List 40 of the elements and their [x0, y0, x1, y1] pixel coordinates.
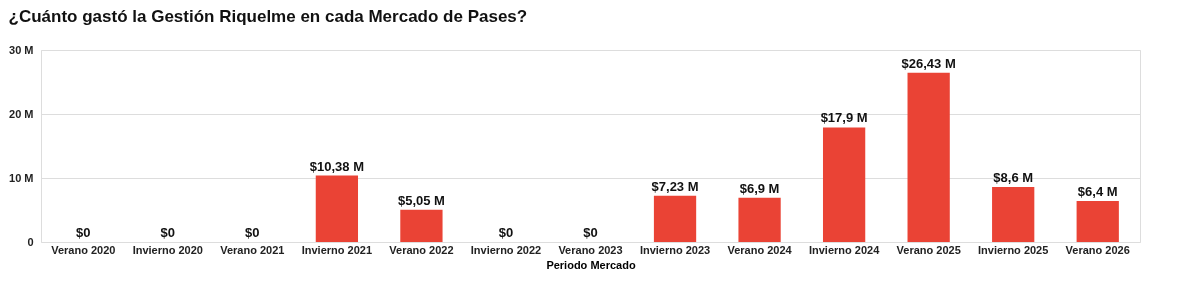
y-tick-label: 30 M — [9, 43, 34, 56]
data-label: $7,23 M — [651, 178, 699, 194]
data-label: $0 — [583, 225, 598, 240]
bar — [400, 209, 443, 242]
x-tick-label: Invierno 2020 — [132, 243, 203, 256]
data-label: $26,43 M — [901, 55, 956, 71]
x-axis-title: Periodo Mercado — [546, 258, 636, 271]
data-label: $0 — [498, 225, 514, 240]
y-tick-label: 10 M — [9, 171, 34, 184]
bar — [653, 195, 697, 242]
x-tick-label: Invierno 2025 — [978, 243, 1049, 256]
chart-title: ¿Cuánto gastó la Gestión Riquelme en cada Mercado de Pases? — [8, 7, 528, 26]
bar — [738, 197, 781, 242]
x-tick-label: Verano 2025 — [896, 243, 961, 256]
bar — [907, 72, 950, 242]
x-tick-label: Verano 2021 — [220, 243, 285, 256]
bar — [822, 127, 866, 242]
data-label: $5,05 M — [397, 192, 445, 208]
bar — [992, 186, 1035, 242]
data-label: $8,6 M — [993, 169, 1034, 185]
x-tick-label: Invierno 2022 — [470, 243, 542, 256]
data-label: $17,9 M — [820, 110, 868, 126]
data-label: $0 — [76, 225, 91, 240]
y-tick-label: 20 M — [9, 107, 34, 120]
data-label: $0 — [160, 225, 176, 240]
x-tick-label: Verano 2020 — [51, 243, 116, 256]
bar — [1076, 201, 1119, 242]
bar — [315, 175, 359, 242]
data-label: $10,38 M — [309, 158, 364, 174]
y-tick-label: 0 — [27, 235, 34, 248]
x-tick-label: Invierno 2023 — [639, 243, 711, 256]
x-tick-label: Verano 2022 — [389, 243, 454, 256]
x-tick-label: Invierno 2021 — [301, 243, 373, 256]
x-tick-label: Verano 2024 — [727, 243, 793, 256]
data-label: $6,4 M — [1077, 184, 1118, 200]
x-tick-label: Verano 2026 — [1065, 243, 1130, 256]
x-tick-label: Invierno 2024 — [808, 243, 881, 256]
data-label: $0 — [245, 225, 260, 240]
x-tick-label: Verano 2023 — [558, 243, 623, 256]
data-label: $6,9 M — [739, 180, 780, 196]
